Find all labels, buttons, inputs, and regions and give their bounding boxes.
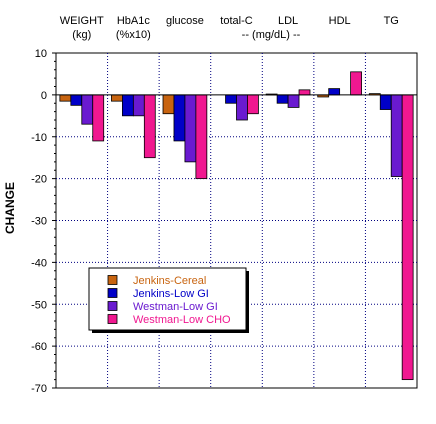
bar — [328, 88, 341, 96]
bar — [81, 94, 94, 125]
category-label: TG — [384, 15, 399, 27]
bar — [298, 89, 311, 96]
bar — [247, 94, 259, 115]
y-axis-label: CHANGE — [3, 182, 17, 234]
bar — [121, 94, 134, 117]
bar — [132, 94, 145, 117]
bar — [350, 71, 362, 96]
category-label: WEIGHT — [60, 15, 104, 27]
y-tick-label: -70 — [31, 383, 47, 395]
bar — [70, 94, 83, 106]
category-unit: (kg) — [72, 29, 91, 41]
y-tick-label: -50 — [31, 299, 47, 311]
y-tick-label: -60 — [31, 341, 47, 353]
bar — [401, 94, 414, 381]
legend-swatch — [107, 275, 118, 285]
category-label: LDL — [278, 15, 298, 27]
bar — [236, 94, 248, 121]
legend-swatch — [107, 301, 118, 311]
legend-label: Westman-Low CHO — [133, 314, 231, 326]
bar — [111, 94, 123, 102]
bar — [225, 94, 237, 104]
category-label: HDL — [329, 15, 351, 27]
y-tick-label: -40 — [31, 257, 47, 269]
shared-unit-label: -- (mg/dL) -- — [242, 29, 301, 41]
category-label: HbA1c — [117, 15, 151, 27]
bar — [276, 94, 289, 104]
legend-label: Jenkins-Low GI — [133, 288, 209, 300]
bar — [379, 94, 392, 110]
bar — [184, 94, 197, 163]
y-axis: 10 0 -10 -20 -30 -40 -50 -60 -70 — [31, 48, 56, 395]
y-tick-label: 0 — [41, 90, 47, 102]
legend-swatch — [107, 314, 118, 324]
category-label: total-C — [220, 15, 252, 27]
category-labels: WEIGHT (kg) HbA1c (%x10) glucose total-C LDL HD… — [60, 15, 399, 41]
bar — [390, 94, 403, 177]
bars — [59, 71, 414, 381]
category-unit: (%x10) — [116, 29, 151, 41]
bar — [59, 94, 72, 102]
legend-swatch — [107, 288, 118, 298]
y-tick-label: -30 — [31, 216, 47, 228]
legend-label: Jenkins-Cereal — [133, 275, 206, 287]
bar — [173, 94, 186, 142]
y-tick-label: 10 — [35, 48, 47, 60]
bar — [162, 94, 175, 115]
bar — [143, 94, 156, 159]
bar — [195, 94, 208, 180]
bar — [92, 94, 105, 142]
category-label: glucose — [166, 15, 204, 27]
legend-label: Westman-Low GI — [133, 301, 218, 313]
y-tick-label: -10 — [31, 132, 47, 144]
bar — [287, 94, 300, 108]
y-tick-label: -20 — [31, 174, 47, 186]
